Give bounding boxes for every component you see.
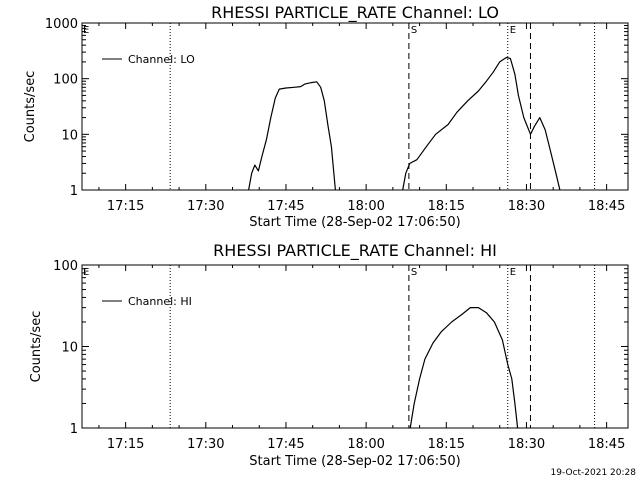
x-axis-label: Start Time (28-Sep-02 17:06:50) bbox=[249, 454, 460, 469]
series-line-channello bbox=[248, 81, 336, 191]
legend-entry: Channel: LO bbox=[128, 53, 195, 66]
x-tick-label: 17:30 bbox=[187, 437, 224, 452]
x-tick-label: 17:45 bbox=[267, 437, 304, 452]
x-tick-label: 18:00 bbox=[347, 437, 384, 452]
plot-frame bbox=[81, 22, 629, 191]
marker-label-e: E bbox=[510, 267, 516, 278]
y-tick-label: 10 bbox=[61, 128, 78, 143]
x-tick-label: 18:15 bbox=[428, 437, 465, 452]
marker-label-e: E bbox=[83, 25, 89, 36]
x-tick-label: 17:45 bbox=[267, 199, 304, 214]
x-tick-label: 18:15 bbox=[428, 199, 465, 214]
chart-title: RHESSI PARTICLE_RATE Channel: LO bbox=[211, 3, 499, 23]
x-tick-label: 17:15 bbox=[107, 437, 144, 452]
marker-label-e: E bbox=[510, 25, 516, 36]
x-tick-label: 18:30 bbox=[508, 199, 545, 214]
marker-label-e: E bbox=[83, 267, 89, 278]
plot-frame bbox=[81, 264, 629, 429]
x-axis-label: Start Time (28-Sep-02 17:06:50) bbox=[249, 215, 460, 230]
y-tick-label: 1000 bbox=[45, 17, 78, 32]
y-tick-label: 1 bbox=[70, 422, 78, 437]
marker-label-s: S bbox=[411, 267, 417, 278]
chart-title: RHESSI PARTICLE_RATE Channel: HI bbox=[213, 241, 497, 261]
series-line-channello bbox=[402, 56, 561, 191]
x-tick-label: 18:00 bbox=[347, 199, 384, 214]
x-tick-label: 18:30 bbox=[508, 437, 545, 452]
series-line-channelhi bbox=[409, 307, 519, 429]
x-tick-label: 18:45 bbox=[588, 437, 625, 452]
marker-label-s: S bbox=[411, 25, 417, 36]
x-tick-label: 17:15 bbox=[107, 199, 144, 214]
x-tick-label: 17:30 bbox=[187, 199, 224, 214]
legend-entry: Channel: HI bbox=[128, 295, 192, 308]
y-tick-label: 10 bbox=[61, 341, 78, 356]
y-axis-label: Counts/sec bbox=[23, 71, 38, 143]
y-tick-label: 100 bbox=[53, 259, 78, 274]
x-tick-label: 18:45 bbox=[588, 199, 625, 214]
footer-timestamp: 19-Oct-2021 20:28 bbox=[551, 468, 637, 478]
y-tick-label: 100 bbox=[53, 73, 78, 88]
y-axis-label: Counts/sec bbox=[29, 311, 44, 383]
y-tick-label: 1 bbox=[70, 184, 78, 199]
